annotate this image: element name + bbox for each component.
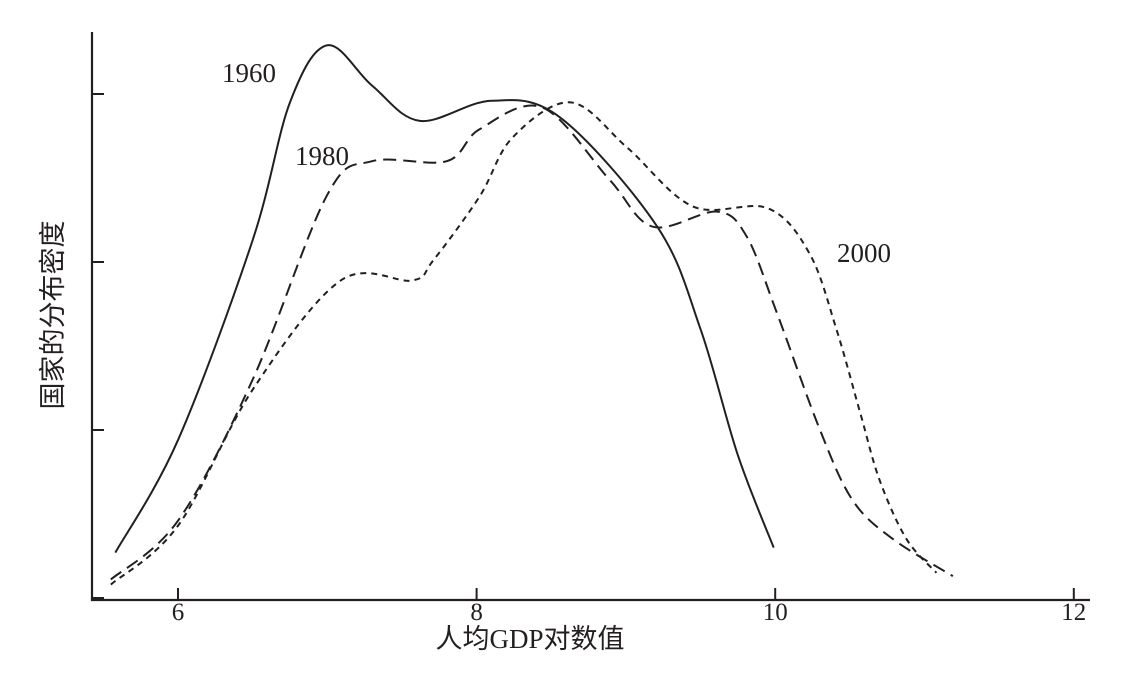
series-label-1980: 1980	[295, 141, 349, 171]
y-axis-title: 国家的分布密度	[38, 221, 68, 410]
ticks: 6 8 10 12	[92, 93, 1086, 626]
series-line-1960	[114, 44, 775, 554]
x-axis-title: 人均GDP对数值	[435, 624, 624, 654]
x-tick-label: 6	[172, 599, 185, 626]
x-tick-label: 12	[1061, 599, 1086, 626]
axes	[90, 32, 1090, 602]
series-label-2000: 2000	[837, 238, 891, 268]
x-tick-label: 10	[763, 599, 788, 626]
series-line-1980	[110, 104, 954, 581]
series-line-2000	[110, 101, 938, 586]
series-lines	[110, 44, 954, 586]
series-label-1960: 1960	[222, 58, 276, 88]
x-tick-label: 8	[470, 599, 483, 626]
